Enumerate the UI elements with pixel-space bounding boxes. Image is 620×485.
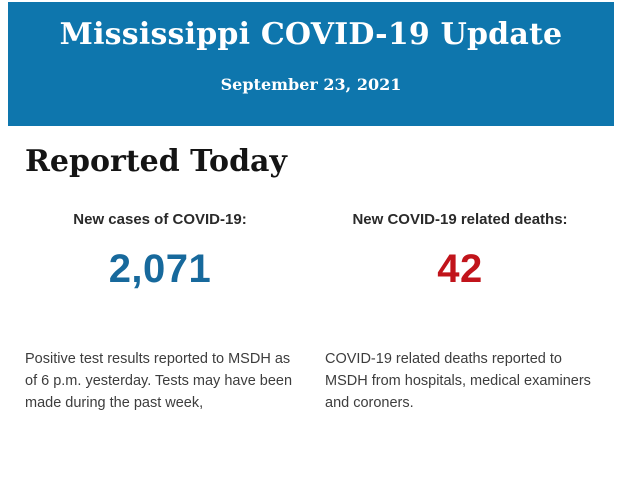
- header-banner: Mississippi COVID-19 Update September 23…: [8, 2, 614, 126]
- new-cases-value: 2,071: [108, 247, 212, 291]
- new-cases-column: New cases of COVID-19: 2,071 Positive te…: [25, 210, 295, 414]
- stats-columns: New cases of COVID-19: 2,071 Positive te…: [25, 210, 595, 414]
- main-content: Reported Today New cases of COVID-19: 2,…: [0, 142, 620, 414]
- new-deaths-column: New COVID-19 related deaths: 42 COVID-19…: [325, 210, 595, 414]
- report-date: September 23, 2021: [220, 75, 402, 94]
- new-cases-label: New cases of COVID-19:: [73, 211, 247, 228]
- section-heading: Reported Today: [25, 144, 287, 179]
- new-deaths-label: New COVID-19 related deaths:: [352, 211, 568, 228]
- new-cases-description: Positive test results reported to MSDH a…: [25, 351, 293, 411]
- page-title: Mississippi COVID-19 Update: [59, 17, 563, 52]
- new-deaths-value: 42: [437, 247, 483, 291]
- new-deaths-description: COVID-19 related deaths reported to MSDH…: [325, 351, 591, 411]
